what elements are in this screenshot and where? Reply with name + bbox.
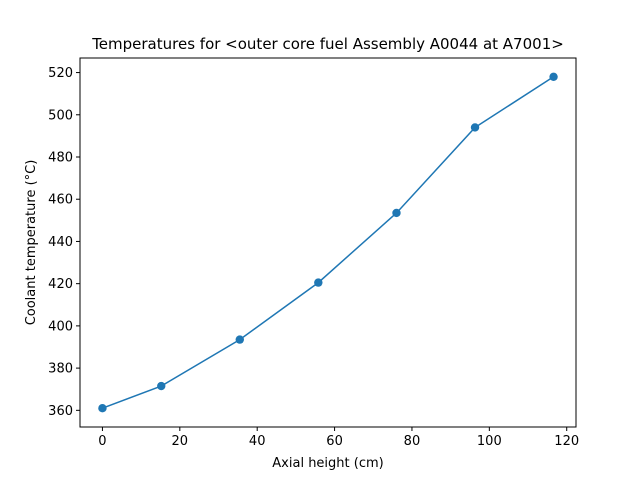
y-axis-label: Coolant temperature (°C): [24, 160, 39, 326]
x-tick-label: 40: [249, 434, 266, 449]
y-tick-label: 380: [48, 362, 73, 377]
plot-area: [98, 72, 558, 413]
series-line: [102, 76, 554, 409]
y-axis-ticks: 360 380 400 420 440 460 480 500 520: [48, 66, 80, 419]
x-tick-label: 20: [172, 434, 189, 449]
x-axis-label: Axial height (cm): [272, 456, 383, 471]
data-point: [549, 72, 558, 81]
x-tick-label: 80: [404, 434, 421, 449]
y-tick-label: 360: [48, 404, 73, 419]
data-point: [98, 404, 107, 413]
data-point: [235, 335, 244, 344]
x-axis-ticks: 0 20 40 60 80 100 120: [98, 427, 579, 449]
y-tick-label: 420: [48, 277, 73, 292]
data-point: [392, 208, 401, 218]
y-tick-label: 400: [48, 319, 73, 334]
x-tick-label: 100: [477, 434, 502, 449]
y-tick-label: 500: [48, 108, 73, 123]
data-point: [157, 381, 166, 391]
axes-frame: [79, 57, 577, 428]
y-tick-label: 480: [48, 151, 73, 166]
y-tick-label: 440: [48, 235, 73, 250]
x-tick-label: 0: [98, 434, 106, 449]
x-tick-label: 120: [554, 434, 579, 449]
data-point: [470, 123, 480, 132]
y-tick-label: 520: [48, 66, 73, 81]
data-point: [314, 278, 323, 287]
x-tick-label: 60: [326, 434, 343, 449]
chart-title: Temperatures for <outer core fuel Assemb…: [91, 35, 564, 53]
y-tick-label: 460: [48, 193, 73, 208]
